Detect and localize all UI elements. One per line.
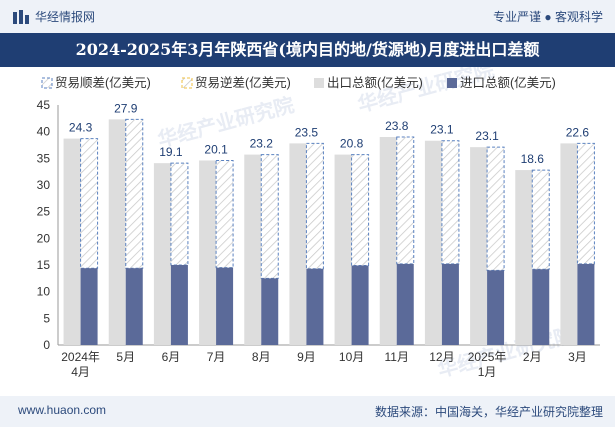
bars — [63, 118, 595, 346]
surplus-value-label: 23.2 — [250, 137, 274, 151]
surplus-bar — [486, 146, 505, 271]
import-bar — [80, 268, 98, 345]
surplus-bar — [531, 169, 550, 270]
y-tick-label: 45 — [37, 98, 51, 112]
chart: 华经产业研究院 华经产业研究院 华经产业研究院 贸易顺差(亿美元) 贸易逆差(亿美… — [37, 67, 600, 382]
surplus-value-label: 23.1 — [430, 123, 454, 137]
legend-swatch-export — [314, 78, 324, 88]
export-bar — [470, 147, 488, 345]
export-bar — [153, 163, 171, 345]
legend-label-surplus: 贸易顺差(亿美元) — [55, 75, 151, 90]
surplus-bar — [396, 136, 415, 265]
legend-swatch-import — [447, 78, 457, 88]
y-tick-label: 25 — [37, 205, 51, 219]
y-tick-label: 20 — [37, 231, 51, 245]
legend-swatch-deficit — [181, 77, 193, 89]
surplus-value-label: 23.8 — [385, 119, 409, 133]
export-bar — [334, 154, 352, 345]
site-logo[interactable]: 华经情报网 — [13, 8, 95, 25]
top-bar: 华经情报网 专业严谨 ● 客观科学 — [0, 0, 615, 33]
legend-label-export: 出口总额(亿美元) — [327, 75, 423, 90]
x-tick-label: 8月 — [252, 350, 271, 364]
legend-swatch-surplus — [41, 77, 53, 89]
x-tick-label: 11月 — [385, 350, 409, 364]
import-bar — [396, 263, 414, 345]
y-tick-label: 10 — [37, 285, 51, 299]
export-bar — [289, 143, 307, 345]
y-tick-label: 30 — [37, 178, 51, 192]
surplus-bar — [170, 162, 189, 266]
x-tick-label-line1: 2024年 — [61, 350, 100, 364]
y-tick-label: 5 — [43, 311, 50, 325]
site-tagline: 专业严谨 ● 客观科学 — [493, 10, 603, 24]
x-tick-label: 3月 — [568, 350, 587, 364]
import-bar — [216, 267, 234, 345]
export-bar — [560, 143, 578, 345]
surplus-value-label: 22.6 — [566, 125, 590, 139]
export-bar — [108, 119, 126, 346]
legend-label-import: 进口总额(亿美元) — [460, 75, 556, 90]
footer-source: 数据来源：中国海关，华经产业研究院整理 — [374, 405, 603, 419]
x-tick-label: 12月 — [429, 350, 454, 364]
x-tick-label: 9月 — [297, 350, 316, 364]
surplus-value-label: 27.9 — [114, 101, 138, 115]
x-tick-label-line1: 2025年 — [468, 350, 507, 364]
y-tick-label: 15 — [37, 258, 51, 272]
surplus-value-label: 23.1 — [475, 129, 499, 143]
import-bar — [441, 263, 459, 345]
chart-title: 2024-2025年3月年陕西省(境内目的地/货源地)月度进出口差额 — [0, 33, 615, 67]
export-bar — [424, 140, 442, 345]
x-tick-label: 5月 — [116, 350, 135, 364]
y-tick-label: 40 — [37, 125, 51, 139]
import-bar — [170, 265, 188, 345]
data-labels: 24.3 27.9 19.1 20.1 23.2 23.5 20.8 23.8 23.1 23.1… — [69, 101, 590, 166]
y-tick-label: 0 — [43, 338, 50, 352]
surplus-value-label: 24.3 — [69, 121, 93, 135]
surplus-value-label: 19.1 — [159, 145, 183, 159]
x-tick-label: 6月 — [162, 350, 181, 364]
surplus-bar — [305, 142, 324, 270]
surplus-bar — [260, 154, 279, 279]
surplus-value-label: 23.5 — [295, 125, 319, 139]
surplus-value-label: 20.8 — [340, 137, 364, 151]
legend-label-deficit: 贸易逆差(亿美元) — [195, 75, 291, 90]
surplus-value-label: 18.6 — [521, 152, 545, 166]
surplus-bar — [441, 140, 460, 265]
export-bar — [63, 138, 81, 345]
export-bar — [379, 137, 397, 345]
x-tick-label-line2: 4月 — [71, 365, 90, 379]
watermark-text: 华经产业研究院 — [355, 67, 496, 117]
export-bar — [515, 170, 533, 345]
import-bar — [577, 263, 595, 345]
surplus-bar — [125, 118, 144, 269]
x-tick-label: 7月 — [207, 350, 226, 364]
export-bar — [199, 160, 217, 345]
surplus-bar — [576, 142, 595, 265]
x-tick-label: 10月 — [339, 350, 364, 364]
surplus-bar — [215, 159, 234, 269]
y-tick-label: 35 — [37, 151, 51, 165]
export-bar — [244, 154, 262, 345]
site-name: 华经情报网 — [35, 10, 96, 24]
import-bar — [125, 268, 143, 345]
import-bar — [351, 265, 369, 345]
surplus-value-label: 20.1 — [204, 142, 228, 156]
import-bar — [306, 268, 324, 345]
import-bar — [487, 270, 505, 345]
x-tick-label: 2月 — [523, 350, 542, 364]
surplus-bar — [80, 138, 99, 269]
import-bar — [532, 269, 550, 345]
footer-url[interactable]: www.huaon.com — [18, 403, 107, 417]
legend: 贸易顺差(亿美元) 贸易逆差(亿美元) 出口总额(亿美元) 进口总额(亿美元) — [41, 75, 556, 90]
import-bar — [261, 278, 279, 345]
footer: www.huaon.com 数据来源：中国海关，华经产业研究院整理 — [0, 396, 615, 427]
surplus-bar — [351, 154, 370, 267]
x-tick-label-line2: 1月 — [478, 365, 497, 379]
logo-icon — [13, 9, 29, 24]
